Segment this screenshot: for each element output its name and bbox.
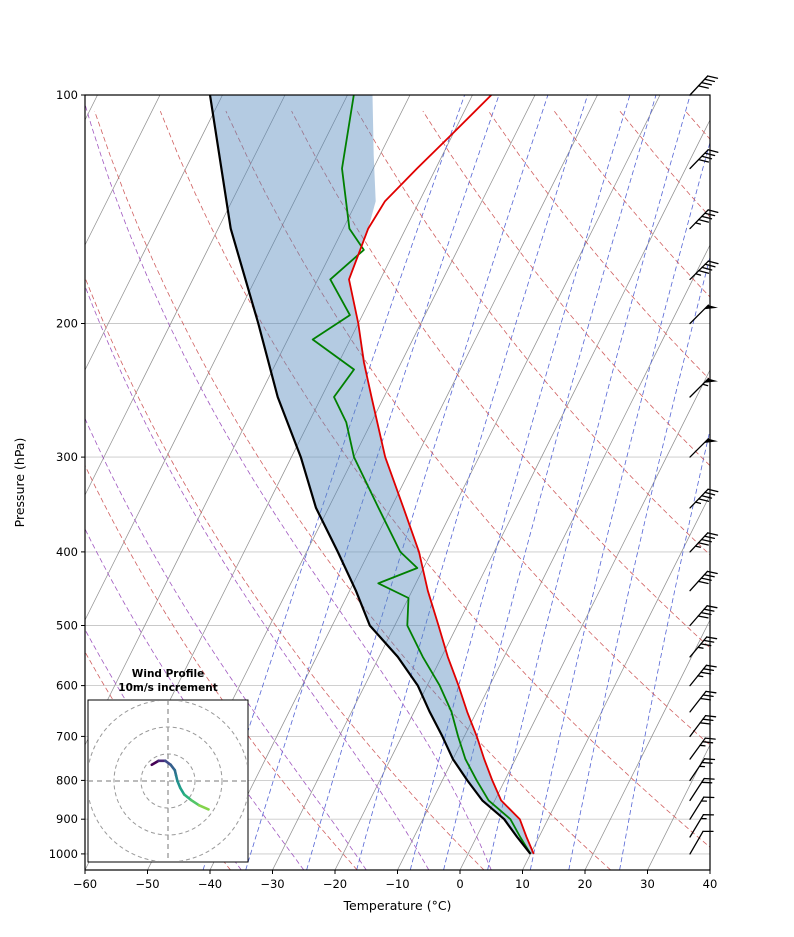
wind-barb	[689, 796, 715, 820]
wind-barb	[689, 377, 718, 398]
hodograph-trace-segment	[150, 759, 160, 767]
x-tick-label: −40	[198, 877, 222, 891]
x-axis-label: Temperature (°C)	[343, 898, 452, 913]
wind-barb	[689, 664, 717, 687]
wind-barb	[689, 737, 716, 760]
hodograph-ring	[113, 726, 223, 836]
y-tick-label: 700	[56, 729, 78, 743]
x-tick-label: −20	[323, 877, 347, 891]
y-tick-label: 1000	[49, 847, 78, 861]
hodograph-trace-segment	[189, 798, 201, 807]
hodograph-canvas	[89, 701, 247, 861]
wind-barb	[689, 304, 718, 325]
x-tick-label: −30	[260, 877, 284, 891]
y-tick-label: 500	[56, 619, 78, 633]
x-tick-label: −50	[135, 877, 159, 891]
hodograph-trace-segment	[197, 803, 210, 811]
profile-curves	[208, 95, 535, 855]
mixing-ratio-lines	[202, 95, 710, 870]
wind-barb	[689, 75, 719, 96]
y-tick-label: 900	[56, 812, 78, 826]
wind-barb	[689, 690, 717, 713]
shaded-area	[210, 95, 534, 854]
dry-adiabat-lines	[85, 110, 710, 870]
x-tick-label: 40	[703, 877, 718, 891]
dewpoint-curve	[311, 95, 532, 855]
hodograph-inset: Wind Profile 10m/s increment	[87, 668, 249, 863]
parcel-curve	[208, 95, 532, 855]
x-tick-label: 20	[578, 877, 593, 891]
wind-barbs	[689, 75, 719, 855]
hodograph-subtitle: 10m/s increment	[118, 682, 217, 694]
hodograph-trace-segment	[178, 786, 186, 796]
wind-barb	[689, 605, 718, 627]
hodograph-trace-segment	[182, 793, 193, 802]
wind-barb	[689, 488, 719, 509]
y-axis-label: Pressure (hPa)	[12, 438, 27, 528]
wind-barb	[689, 438, 718, 458]
x-tick-label: −10	[385, 877, 409, 891]
x-tick-label: 10	[515, 877, 530, 891]
x-tick-label: 0	[456, 877, 463, 891]
wind-barb	[689, 814, 715, 838]
y-tick-label: 100	[56, 88, 78, 102]
wind-barb	[689, 209, 719, 230]
hodograph-ring	[140, 753, 196, 809]
x-tick-label: −60	[73, 877, 97, 891]
hodograph-title: Wind Profile	[132, 668, 204, 680]
x-tick-label: 30	[640, 877, 655, 891]
y-tick-label: 300	[56, 450, 78, 464]
temperature-curve	[348, 95, 535, 855]
y-tick-label: 600	[56, 679, 78, 693]
y-tick-label: 800	[56, 773, 78, 787]
wind-barb	[689, 830, 714, 855]
wind-barb	[689, 636, 718, 658]
y-tick-label: 400	[56, 545, 78, 559]
y-tick-label: 200	[56, 317, 78, 331]
cape-shading	[210, 95, 534, 854]
